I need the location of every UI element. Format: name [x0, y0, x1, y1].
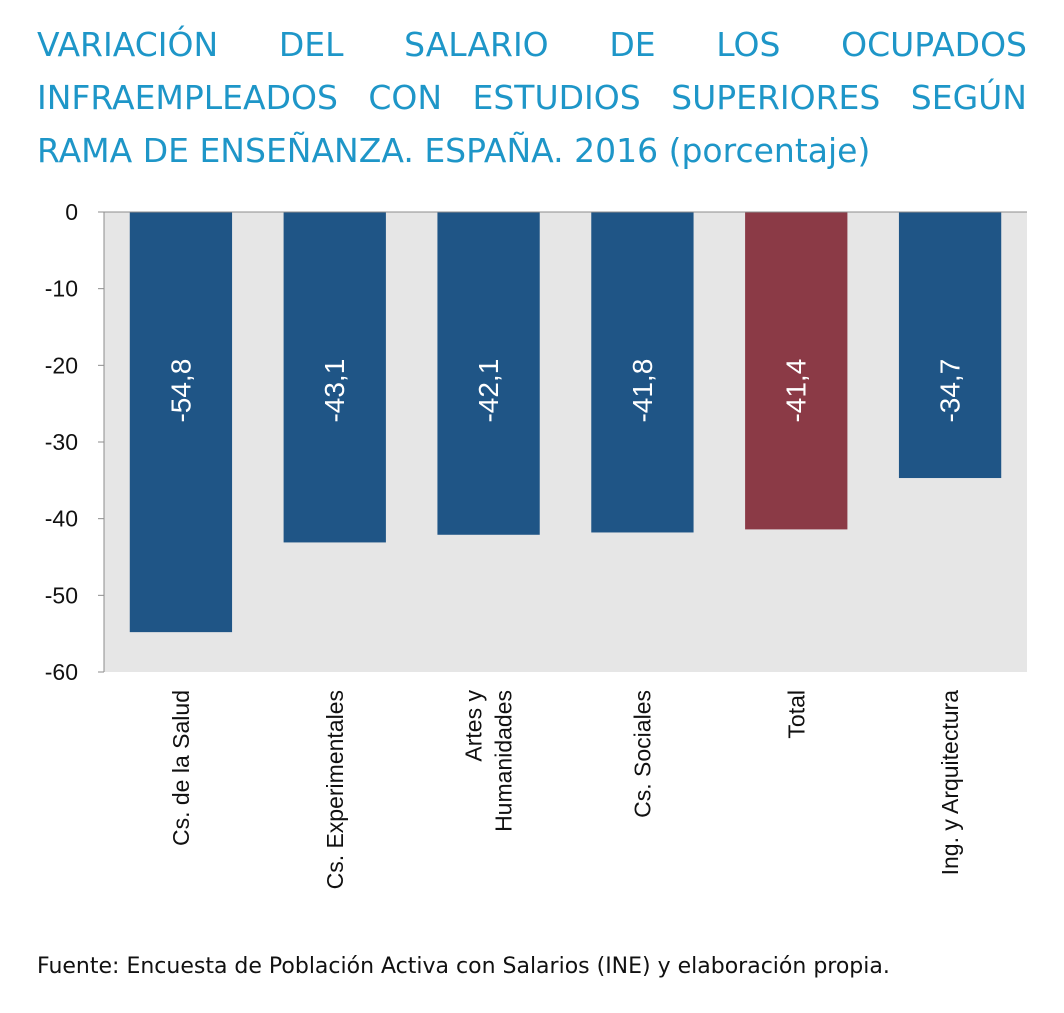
data-label: -34,7 — [935, 359, 966, 423]
y-tick-label: -30 — [45, 429, 78, 455]
data-label: -41,4 — [781, 359, 812, 423]
y-tick-label: -60 — [45, 659, 78, 685]
category-label: Total — [783, 690, 809, 739]
data-label: -42,1 — [473, 359, 504, 423]
data-label: -41,8 — [627, 359, 658, 423]
bar — [898, 212, 1002, 479]
y-tick-label: -20 — [45, 352, 78, 378]
bar — [283, 212, 386, 543]
data-label: -54,8 — [165, 359, 196, 423]
bar — [437, 212, 540, 535]
category-label: Ing. y Arquitectura — [937, 690, 963, 876]
data-label: -43,1 — [319, 359, 350, 423]
category-label: Cs. de la Salud — [168, 690, 194, 846]
category-label: Artes y — [461, 690, 487, 762]
category-label: Cs. Sociales — [629, 690, 655, 818]
y-tick-label: -10 — [45, 276, 78, 302]
category-label: Cs. Experimentales — [322, 690, 348, 889]
bar — [745, 212, 848, 530]
bar — [129, 212, 233, 633]
bar — [591, 212, 694, 533]
plot-area — [104, 212, 1027, 672]
source-note: Fuente: Encuesta de Población Activa con… — [37, 954, 890, 979]
chart-title: VARIACIÓN DEL SALARIO DE LOS OCUPADOS IN… — [37, 25, 1027, 170]
category-label: Humanidades — [491, 690, 517, 832]
y-tick-label: -40 — [45, 506, 78, 532]
y-tick-label: 0 — [65, 199, 78, 225]
y-tick-label: -50 — [45, 582, 78, 608]
